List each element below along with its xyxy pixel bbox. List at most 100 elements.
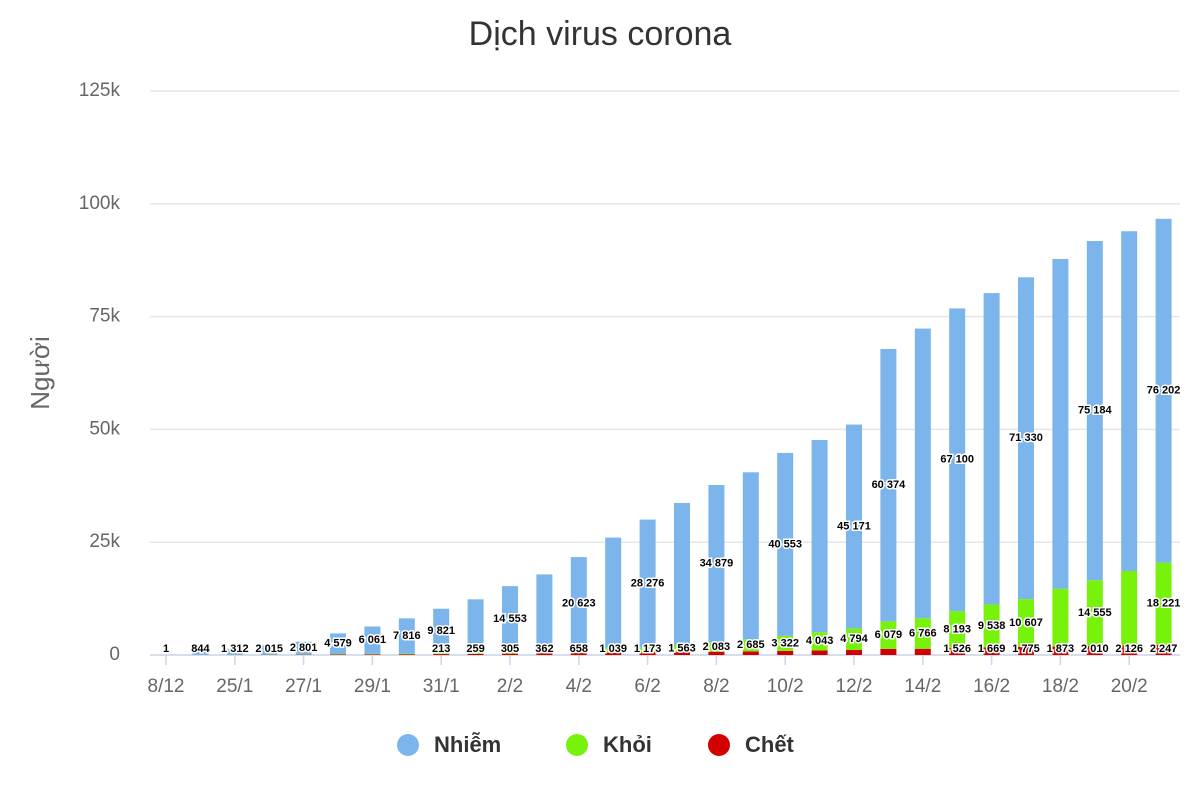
data-label: 844	[191, 643, 210, 655]
bar-segment	[1121, 645, 1138, 655]
x-tick-label: 8/2	[703, 676, 729, 697]
bar-segment	[777, 635, 794, 651]
bar-segment	[914, 618, 931, 649]
data-label: 40 553	[768, 538, 802, 550]
bar-segment	[949, 648, 966, 655]
data-label: 362	[535, 643, 553, 655]
data-label: 1	[163, 643, 169, 655]
x-tick-label: 14/2	[904, 676, 941, 697]
data-label: 1 563	[668, 643, 696, 655]
bar-segment	[570, 653, 587, 655]
bar-segment	[1155, 218, 1172, 563]
legend-label[interactable]: Nhiễm	[434, 732, 501, 757]
data-label: 2 126	[1115, 643, 1143, 655]
data-label: 6 079	[875, 629, 903, 641]
bar-segment	[914, 648, 931, 655]
bar-segment	[1155, 562, 1172, 645]
bar-segment	[811, 650, 828, 655]
bar-segment	[708, 651, 725, 655]
x-tick-label: 16/2	[973, 676, 1010, 697]
bar-segment	[261, 645, 278, 655]
bar-segment	[1052, 258, 1069, 589]
bar-segment	[330, 633, 346, 655]
data-label: 20 623	[562, 597, 596, 609]
data-label: 2 083	[703, 641, 731, 653]
bar-segment	[1052, 646, 1069, 655]
y-tick-label: 125k	[79, 80, 121, 101]
bar-segment	[949, 308, 966, 612]
data-label: 75 184	[1078, 405, 1113, 417]
bar-segment	[983, 293, 1000, 605]
bar-segment	[811, 439, 828, 633]
data-label: 4 579	[324, 638, 352, 650]
bar-segment	[639, 652, 656, 655]
bar-segment	[467, 652, 484, 654]
bar-segment	[949, 611, 966, 649]
data-label: 1 873	[1047, 643, 1075, 655]
bar-segment	[502, 586, 518, 652]
bar-segment	[605, 648, 622, 653]
legend-label[interactable]: Khỏi	[603, 732, 652, 757]
legend-label[interactable]: Chết	[745, 732, 795, 757]
bar-segment	[570, 557, 587, 651]
bar-segment	[811, 632, 828, 651]
x-tick-label: 8/12	[148, 676, 185, 697]
data-label: 2 801	[290, 642, 318, 654]
data-label: 2 685	[737, 639, 765, 651]
data-label: 2 010	[1081, 643, 1109, 655]
bar-segment	[983, 647, 1000, 655]
bar-segment	[1086, 241, 1103, 581]
data-label: 3 322	[771, 637, 799, 649]
data-label: 1 526	[943, 643, 971, 655]
data-label: 34 879	[700, 558, 734, 570]
data-label: 18 221	[1147, 598, 1181, 610]
bar-segment	[502, 651, 518, 654]
y-tick-label: 100k	[79, 193, 121, 214]
bar-segment	[674, 652, 690, 655]
bar-segment	[364, 626, 381, 654]
bar-segment	[1052, 588, 1069, 647]
bar-segment	[777, 650, 794, 655]
data-label: 6 766	[909, 627, 937, 639]
legend-marker[interactable]	[397, 734, 419, 756]
data-label: 2 015	[255, 643, 283, 655]
chart-title: Dịch virus corona	[469, 15, 732, 53]
data-label: 9 538	[978, 620, 1006, 632]
data-label: 14 555	[1078, 607, 1112, 619]
data-label: 67 100	[940, 454, 974, 466]
data-label: 28 276	[631, 577, 665, 589]
x-tick-label: 20/2	[1111, 676, 1148, 697]
bar-segment	[1121, 570, 1138, 646]
y-tick-label: 25k	[89, 531, 120, 552]
bar-segment	[192, 650, 209, 655]
bar-segment	[777, 452, 794, 636]
y-tick-label: 0	[109, 644, 120, 665]
legend-marker[interactable]	[566, 734, 588, 756]
legend-marker[interactable]	[708, 734, 730, 756]
data-label: 1 312	[221, 643, 249, 655]
bar-segment	[433, 654, 450, 655]
x-tick-label: 6/2	[634, 676, 660, 697]
bar-segment	[467, 653, 484, 655]
bar-segment	[880, 348, 897, 622]
bar-segment	[674, 502, 690, 646]
bar-segment	[983, 604, 1000, 648]
x-tick-label: 31/1	[423, 676, 460, 697]
bar-segment	[433, 608, 450, 654]
bar-segment	[433, 653, 450, 655]
bar-segment	[639, 647, 656, 653]
x-tick-label: 29/1	[354, 676, 391, 697]
data-label: 7 816	[393, 630, 421, 642]
data-label: 1 669	[978, 643, 1006, 655]
bar-segment	[1086, 645, 1103, 655]
x-tick-label: 2/2	[497, 676, 523, 697]
data-label: 259	[466, 643, 484, 655]
x-tick-label: 4/2	[566, 676, 592, 697]
bar-segment	[880, 621, 897, 649]
bar-segment	[846, 424, 862, 629]
bar-segment	[502, 653, 518, 655]
bar-segment	[742, 651, 759, 655]
bar-segment	[880, 648, 897, 655]
bar-segment	[605, 537, 622, 649]
